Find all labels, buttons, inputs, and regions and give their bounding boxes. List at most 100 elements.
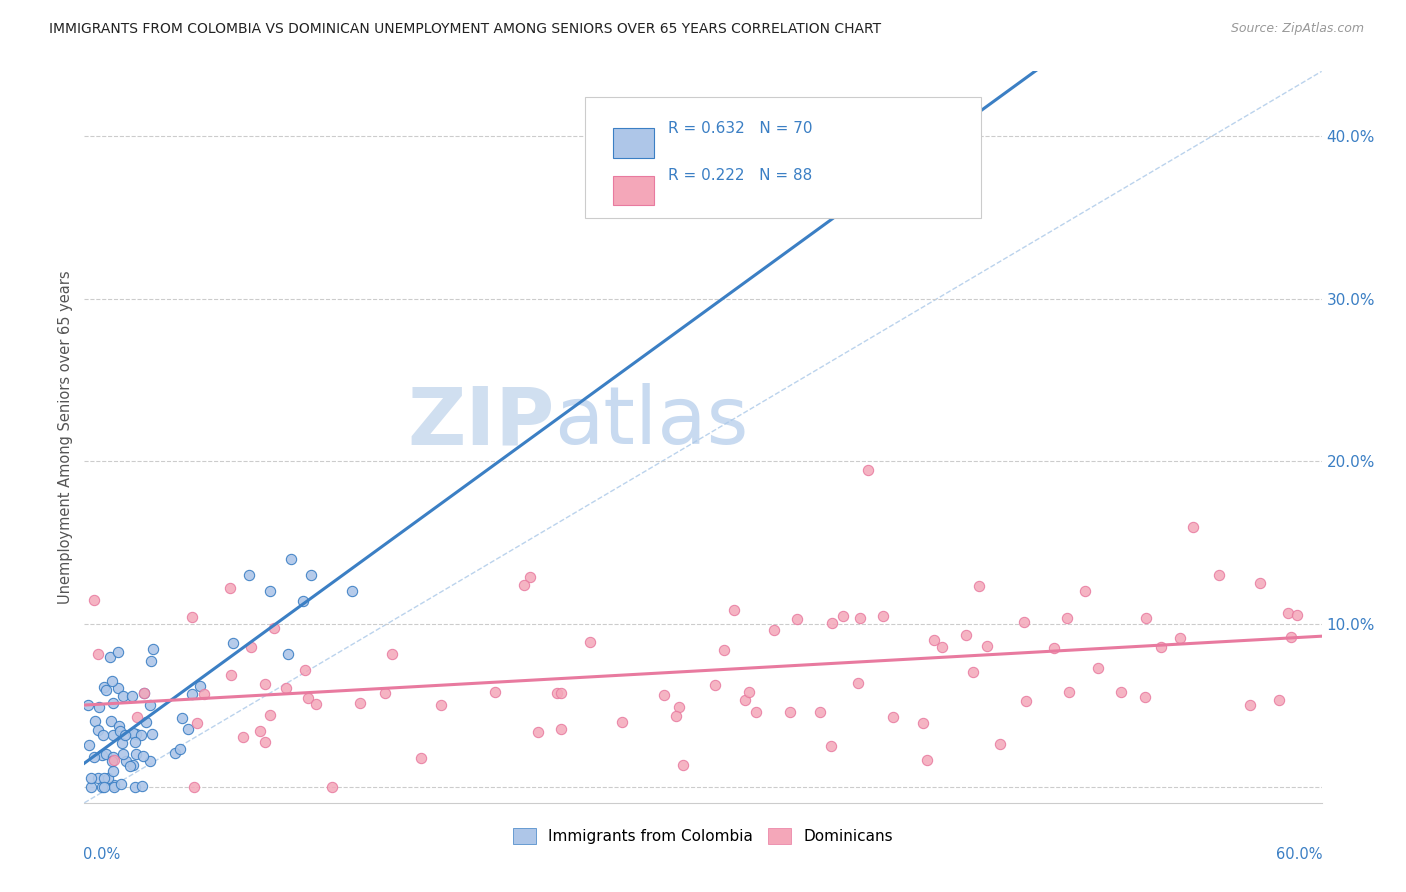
Point	[125, 747, 148, 762]
Text: R = 0.632   N = 70: R = 0.632 N = 70	[668, 121, 813, 136]
Point	[1149, 640, 1171, 654]
Point	[1074, 583, 1097, 598]
Text: 60.0%: 60.0%	[1277, 847, 1323, 862]
Point	[988, 738, 1011, 752]
Point	[745, 706, 768, 720]
Point	[124, 735, 146, 749]
Point	[139, 698, 162, 712]
Point	[103, 764, 125, 778]
Point	[1109, 684, 1132, 698]
Point	[163, 746, 186, 760]
Point	[832, 608, 855, 623]
Point	[93, 772, 115, 786]
Point	[1279, 630, 1302, 644]
Point	[125, 727, 148, 741]
Point	[122, 758, 145, 772]
Point	[141, 727, 163, 741]
Point	[1286, 607, 1309, 622]
Point	[280, 552, 302, 566]
Point	[734, 693, 756, 707]
Point	[962, 665, 984, 680]
Point	[132, 749, 155, 764]
Point	[1168, 631, 1191, 645]
Text: Source: ZipAtlas.com: Source: ZipAtlas.com	[1230, 22, 1364, 36]
Point	[132, 686, 155, 700]
Point	[915, 753, 938, 767]
Point	[118, 759, 141, 773]
Point	[1133, 690, 1156, 704]
Point	[239, 640, 262, 654]
Point	[124, 780, 146, 794]
Point	[546, 686, 568, 700]
Point	[238, 568, 260, 582]
Point	[110, 724, 132, 739]
Point	[79, 738, 101, 752]
Point	[170, 711, 193, 725]
Point	[527, 725, 550, 739]
Point	[142, 642, 165, 657]
Point	[912, 716, 935, 731]
Point	[550, 722, 572, 736]
Point	[122, 725, 145, 739]
Point	[114, 727, 136, 741]
Point	[848, 675, 870, 690]
Point	[135, 715, 157, 730]
Point	[349, 696, 371, 710]
Point	[955, 628, 977, 642]
Point	[723, 603, 745, 617]
Point	[180, 687, 202, 701]
Point	[103, 780, 125, 794]
Point	[294, 663, 316, 677]
Point	[232, 730, 254, 744]
Point	[94, 747, 117, 762]
Point	[86, 771, 108, 785]
Point	[821, 615, 844, 630]
Point	[101, 728, 124, 742]
Point	[108, 719, 131, 733]
Point	[107, 681, 129, 695]
Point	[90, 747, 112, 762]
Point	[188, 679, 211, 693]
Point	[969, 579, 991, 593]
Point	[291, 594, 314, 608]
Point	[274, 681, 297, 695]
Point	[808, 705, 831, 719]
Point	[849, 611, 872, 625]
Point	[430, 698, 453, 713]
Point	[1056, 610, 1078, 624]
Point	[254, 735, 277, 749]
Point	[820, 739, 842, 753]
Text: ZIP: ZIP	[408, 384, 554, 461]
Point	[76, 698, 98, 713]
Point	[411, 751, 433, 765]
Point	[91, 780, 114, 794]
Point	[131, 728, 153, 742]
Point	[1268, 693, 1291, 707]
Point	[107, 645, 129, 659]
Point	[1087, 661, 1109, 675]
Point	[550, 686, 572, 700]
Point	[180, 610, 202, 624]
Point	[93, 680, 115, 694]
Point	[80, 780, 103, 794]
Point	[101, 697, 124, 711]
Point	[297, 690, 319, 705]
Point	[91, 727, 114, 741]
Y-axis label: Unemployment Among Seniors over 65 years: Unemployment Among Seniors over 65 years	[58, 270, 73, 604]
Point	[484, 685, 506, 699]
Point	[254, 677, 277, 691]
Point	[80, 772, 103, 786]
Point	[101, 750, 124, 764]
Point	[87, 648, 110, 662]
Point	[112, 747, 135, 762]
Legend: Immigrants from Colombia, Dominicans: Immigrants from Colombia, Dominicans	[506, 822, 900, 850]
Point	[87, 723, 110, 737]
Point	[305, 697, 328, 711]
Point	[519, 570, 541, 584]
Point	[277, 647, 299, 661]
Point	[103, 753, 125, 767]
Bar	[613, 128, 654, 158]
Point	[1057, 685, 1080, 699]
Point	[976, 640, 998, 654]
Point	[110, 777, 132, 791]
